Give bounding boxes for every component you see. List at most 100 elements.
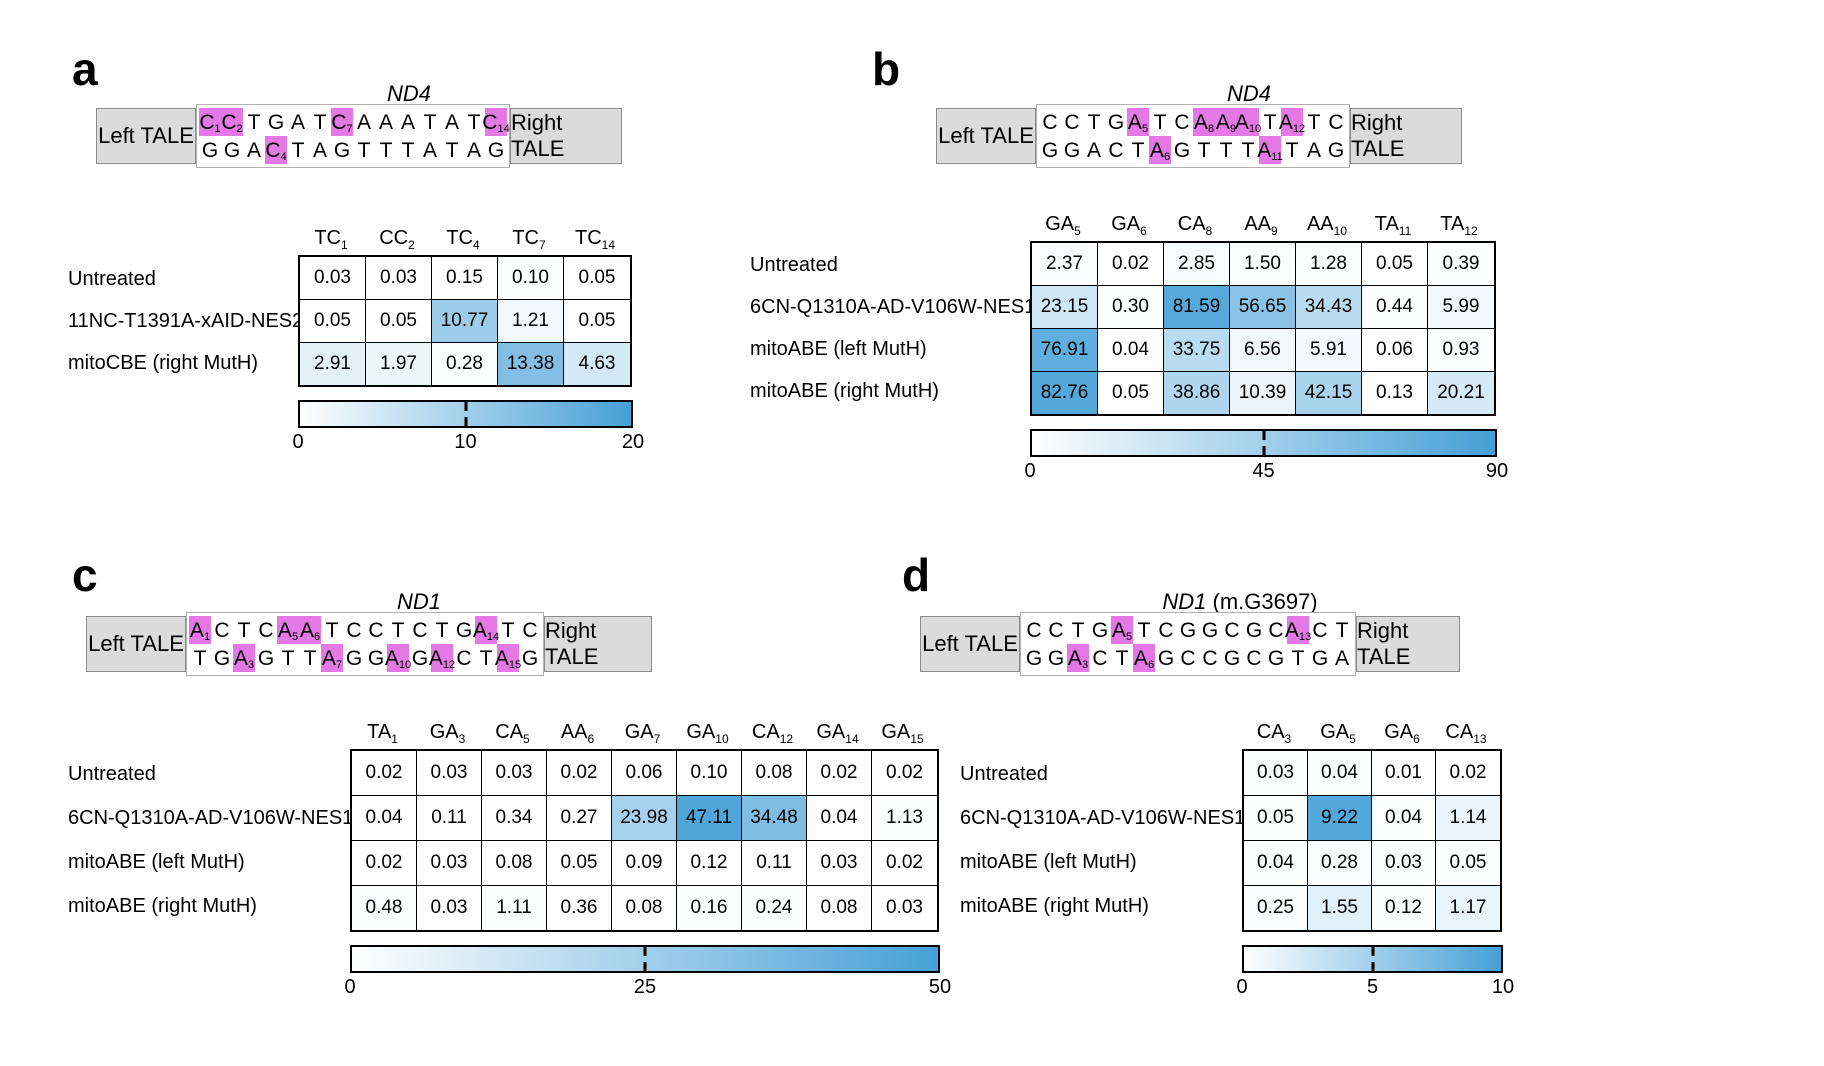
heatmap-cell: 0.02	[807, 751, 872, 795]
heatmap-cell: 0.05	[547, 841, 612, 885]
heatmap-cell: 76.91	[1032, 329, 1098, 371]
dna-sequence: C 1 C 2 T G A T C 7 A A A T A T C 14 G G A C 4 T A G T T T A T A G	[196, 104, 510, 168]
row-label: mitoABE (left MutH)	[68, 850, 245, 873]
heatmap-grid: 2.37 0.02 2.85 1.50 1.28 0.05 0.39 23.15 0.30 81.…	[1030, 241, 1496, 416]
heatmap-cell: 1.17	[1436, 886, 1500, 930]
nucleotide-position-subscript: 12	[442, 659, 456, 671]
heatmap-cell: 0.02	[352, 751, 417, 795]
panel-d: d ND1 (m.G3697) Left TALE C C T G A 5 T C G G C G C A 13 C…	[892, 552, 1532, 999]
heatmap-cell: 0.12	[677, 841, 742, 885]
column-header: TC1	[314, 227, 348, 252]
right-tale-box: Right TALE	[1350, 108, 1462, 164]
heatmap-grid: 0.03 0.04 0.01 0.02 0.05 9.22 0.04 1.14 0.04 0.28…	[1242, 749, 1502, 932]
colorbar	[1242, 945, 1503, 973]
gene-name: ND1	[396, 589, 441, 614]
column-header: GA15	[881, 721, 924, 746]
row-label: 6CN-Q1310A-AD-V106W-NES1	[960, 806, 1246, 829]
heatmap-cell: 0.09	[612, 841, 677, 885]
colorbar	[298, 400, 633, 428]
row-labels: Untreated 6CN-Q1310A-AD-V106W-NES1 mitoABE…	[892, 749, 1246, 932]
heatmap-grid: 0.03 0.03 0.15 0.10 0.05 0.05 0.05 10.77 1.21 0.0…	[298, 255, 632, 387]
nucleotide-position-subscript: 7	[346, 123, 353, 135]
column-header: TA11	[1374, 213, 1412, 238]
column-header: CA13	[1445, 721, 1487, 746]
column-header: CA3	[1256, 721, 1292, 746]
nucleotide-highlighted: A 15	[495, 644, 521, 672]
heatmap-cell: 0.48	[352, 886, 417, 930]
nucleotide: C	[1048, 619, 1064, 642]
colorbar-wrap: 0 10 20	[292, 400, 644, 454]
nucleotide-position-subscript: 6	[1147, 659, 1155, 671]
heatmap-cell: 0.02	[1098, 243, 1164, 285]
nucleotide: G	[1179, 619, 1197, 642]
nucleotide: G	[223, 139, 241, 162]
nucleotide: G	[1041, 139, 1059, 162]
column-header: GA5	[1045, 213, 1081, 238]
nucleotide-position-subscript: 1	[203, 631, 211, 643]
nucleotide: T	[445, 139, 459, 162]
left-tale-box: Left TALE	[96, 108, 196, 164]
nucleotide-position-subscript: 1	[214, 123, 221, 135]
heatmap-cell: 0.10	[677, 751, 742, 795]
nucleotide-highlighted: A 13	[1285, 616, 1312, 644]
nucleotide-highlighted: A 12	[429, 644, 456, 672]
nucleotide: A	[246, 139, 261, 162]
colorbar-wrap: 0 5 10	[1236, 945, 1514, 999]
heatmap-cell: 0.28	[1308, 841, 1372, 885]
nucleotide: A	[378, 111, 393, 134]
heatmap-body: Untreated 6CN-Q1310A-AD-V106W-NES1 mitoABE…	[60, 749, 960, 932]
colorbar-tick-label: 20	[621, 431, 645, 453]
nucleotide-position-subscript: 3	[247, 659, 255, 671]
nucleotide-position-subscript: 10	[1248, 123, 1262, 135]
heatmap-cell: 23.15	[1032, 286, 1098, 328]
nucleotide: T	[193, 647, 207, 670]
column-header-subscript: 14	[601, 238, 616, 252]
heatmap-cell: 23.98	[612, 796, 677, 840]
heatmap-cell: 0.10	[498, 257, 564, 299]
nucleotide-highlighted: C 14	[482, 108, 510, 136]
left-tale-box: Left TALE	[920, 616, 1020, 672]
colorbar-tick-label: 50	[928, 976, 952, 998]
dna-sequence: A 1 C T C A 5 A 6 T C C T C T G A 14 T C T G A 3 G T T A 7 G G A 10 G A 12 C…	[186, 612, 544, 676]
nucleotide: T	[357, 139, 371, 162]
nucleotide-position-subscript: 8	[1207, 123, 1215, 135]
nucleotide: G	[1157, 647, 1175, 670]
colorbar-labels: 0 10 20	[292, 428, 644, 454]
heatmap-cell: 5.91	[1296, 329, 1362, 371]
left-tale-box: Left TALE	[86, 616, 186, 672]
nucleotide: T	[281, 647, 295, 670]
colorbar-labels: 0 25 50	[344, 973, 951, 999]
heatmap-row: 0.05 0.05 10.77 1.21 0.05	[300, 300, 630, 343]
left-tale-box: Left TALE	[936, 108, 1036, 164]
row-label: mitoABE (right MutH)	[750, 379, 939, 402]
row-label: Untreated	[960, 762, 1048, 785]
heatmap-row: 0.03 0.03 0.15 0.10 0.05	[300, 257, 630, 300]
heatmap-cell: 6.56	[1230, 329, 1296, 371]
heatmap-cell: 0.05	[1244, 796, 1308, 840]
nucleotide: A	[422, 139, 437, 162]
nucleotide: C	[1108, 139, 1124, 162]
column-header-subscript: 6	[1413, 732, 1420, 746]
column-header-subscript: 3	[458, 732, 466, 746]
colorbar-tick-label: 45	[1252, 460, 1275, 482]
nucleotide-position-subscript: 4	[280, 151, 287, 163]
nucleotide: A	[312, 139, 327, 162]
column-header: GA6	[1111, 213, 1147, 238]
column-header: TC14	[574, 227, 616, 252]
row-label: 11NC-T1391A-xAID-NES2	[68, 309, 304, 332]
tale-diagram: ND1 Left TALE A 1 C T C A 5 A 6 T C C T C T G A 14 T C T G A 3 G T T…	[86, 588, 652, 676]
colorbar-wrap: 0 25 50	[344, 945, 951, 999]
heatmap-body: Untreated 11NC-T1391A-xAID-NES2 mitoCBE (r…	[60, 255, 708, 387]
heatmap-cell: 38.86	[1164, 372, 1230, 414]
nucleotide-position-subscript: 13	[1298, 631, 1312, 643]
nucleotide-position-subscript: 6	[313, 631, 321, 643]
heatmap-cell: 0.03	[872, 886, 937, 930]
nucleotide: T	[1071, 619, 1085, 642]
heatmap-cell: 0.03	[417, 886, 482, 930]
row-label: mitoABE (left MutH)	[960, 850, 1137, 873]
